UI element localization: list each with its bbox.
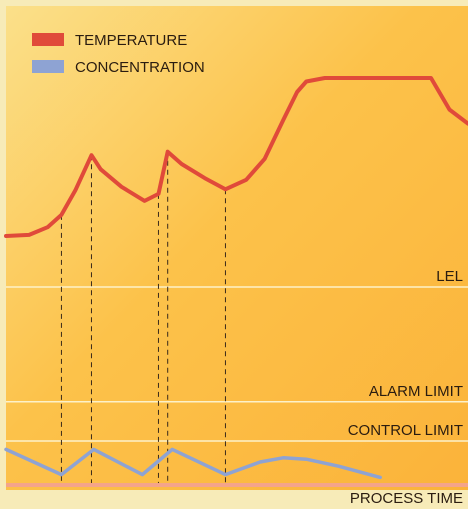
limit-labels: LEL ALARM LIMIT CONTROL LIMIT [348, 268, 463, 439]
x-axis-label: PROCESS TIME [350, 490, 463, 507]
limit-label-alarm: ALARM LIMIT [369, 383, 463, 400]
series-line-concentration [4, 447, 382, 480]
series-lines [4, 76, 468, 480]
event-dashes [60, 151, 226, 483]
legend-label-concentration: CONCENTRATION [75, 59, 205, 76]
limit-label-control: CONTROL LIMIT [348, 422, 463, 439]
limit-label-lel: LEL [436, 268, 463, 285]
plot-area [6, 6, 468, 490]
legend-swatch-concentration [32, 60, 64, 73]
legend: TEMPERATURE CONCENTRATION [32, 32, 205, 76]
limit-lines [6, 286, 468, 487]
legend-swatch-temperature [32, 33, 64, 46]
series-line-temperature [4, 76, 468, 238]
baseline [6, 483, 468, 487]
legend-label-temperature: TEMPERATURE [75, 32, 187, 49]
